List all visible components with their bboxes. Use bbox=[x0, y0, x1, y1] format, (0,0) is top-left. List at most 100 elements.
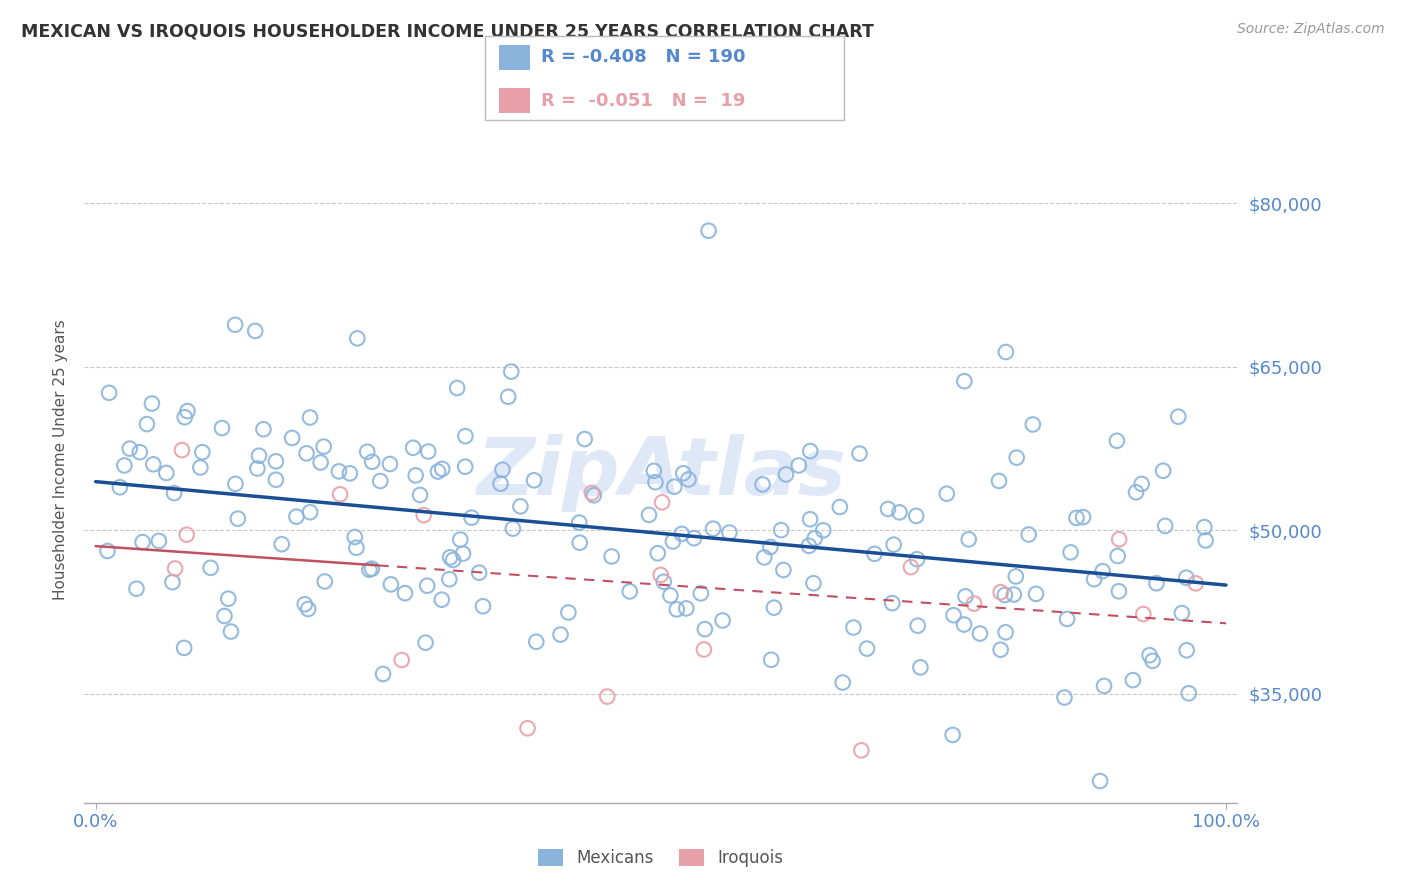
Mexicans bbox=[1146, 576, 1168, 591]
Mexicans bbox=[1171, 606, 1194, 620]
Mexicans bbox=[683, 531, 706, 545]
Mexicans bbox=[148, 533, 170, 548]
Mexicans bbox=[797, 539, 820, 553]
Mexicans bbox=[409, 488, 432, 502]
Iroquois bbox=[900, 560, 922, 574]
Mexicans bbox=[427, 465, 450, 479]
Mexicans bbox=[173, 640, 195, 655]
Mexicans bbox=[889, 505, 911, 519]
Mexicans bbox=[430, 462, 453, 476]
Mexicans bbox=[1142, 654, 1164, 668]
Mexicans bbox=[1091, 564, 1114, 578]
Mexicans bbox=[224, 476, 246, 491]
Iroquois bbox=[170, 443, 193, 458]
Mexicans bbox=[295, 446, 318, 460]
Mexicans bbox=[828, 500, 851, 514]
Mexicans bbox=[501, 365, 523, 379]
Mexicans bbox=[416, 579, 439, 593]
Mexicans bbox=[211, 421, 233, 435]
Mexicans bbox=[664, 480, 686, 494]
Mexicans bbox=[299, 505, 322, 519]
Mexicans bbox=[524, 634, 547, 648]
Mexicans bbox=[882, 596, 904, 610]
Iroquois bbox=[176, 527, 198, 541]
Iroquois bbox=[165, 561, 187, 575]
Mexicans bbox=[472, 599, 495, 614]
Mexicans bbox=[125, 582, 148, 596]
Mexicans bbox=[502, 522, 524, 536]
Mexicans bbox=[489, 476, 512, 491]
Iroquois bbox=[693, 642, 716, 657]
Mexicans bbox=[523, 473, 546, 487]
Mexicans bbox=[910, 660, 932, 674]
Mexicans bbox=[1139, 648, 1161, 663]
Mexicans bbox=[644, 475, 666, 490]
Mexicans bbox=[191, 445, 214, 459]
Mexicans bbox=[509, 500, 531, 514]
Iroquois bbox=[650, 568, 672, 582]
Mexicans bbox=[1005, 450, 1028, 465]
Mexicans bbox=[619, 584, 641, 599]
Mexicans bbox=[1056, 612, 1078, 626]
Mexicans bbox=[252, 422, 274, 436]
Mexicans bbox=[96, 544, 118, 558]
Mexicans bbox=[264, 473, 287, 487]
Mexicans bbox=[883, 538, 905, 552]
Mexicans bbox=[162, 575, 184, 590]
Mexicans bbox=[200, 561, 222, 575]
Mexicans bbox=[176, 404, 198, 418]
Text: R = -0.408   N = 190: R = -0.408 N = 190 bbox=[541, 48, 745, 66]
Mexicans bbox=[1175, 571, 1198, 585]
Mexicans bbox=[449, 533, 471, 547]
Y-axis label: Householder Income Under 25 years: Householder Income Under 25 years bbox=[52, 319, 67, 599]
Mexicans bbox=[371, 667, 394, 681]
Mexicans bbox=[813, 524, 835, 538]
Mexicans bbox=[1125, 485, 1147, 500]
Iroquois bbox=[329, 487, 352, 501]
Mexicans bbox=[346, 331, 368, 345]
Mexicans bbox=[877, 502, 900, 516]
Mexicans bbox=[226, 511, 249, 525]
Mexicans bbox=[671, 527, 693, 541]
Mexicans bbox=[356, 444, 378, 458]
Mexicans bbox=[1018, 527, 1040, 541]
Mexicans bbox=[297, 602, 319, 616]
Mexicans bbox=[491, 463, 513, 477]
Mexicans bbox=[1053, 690, 1076, 705]
Mexicans bbox=[173, 410, 195, 425]
Iroquois bbox=[581, 486, 603, 500]
Iroquois bbox=[516, 721, 538, 735]
Mexicans bbox=[468, 566, 491, 580]
Mexicans bbox=[1092, 679, 1115, 693]
Mexicans bbox=[762, 600, 785, 615]
Mexicans bbox=[441, 553, 464, 567]
Mexicans bbox=[439, 572, 461, 586]
Mexicans bbox=[600, 549, 623, 564]
Mexicans bbox=[309, 455, 332, 469]
Mexicans bbox=[761, 653, 783, 667]
Mexicans bbox=[799, 444, 821, 458]
Mexicans bbox=[496, 390, 519, 404]
Mexicans bbox=[343, 530, 366, 544]
Mexicans bbox=[339, 467, 361, 481]
Mexicans bbox=[942, 728, 965, 742]
Mexicans bbox=[942, 608, 965, 623]
Mexicans bbox=[1107, 549, 1129, 563]
Mexicans bbox=[312, 440, 335, 454]
Mexicans bbox=[128, 445, 150, 459]
Mexicans bbox=[557, 606, 579, 620]
Mexicans bbox=[188, 460, 211, 475]
Mexicans bbox=[935, 486, 957, 500]
Mexicans bbox=[415, 636, 437, 650]
Mexicans bbox=[328, 464, 350, 478]
Mexicans bbox=[787, 458, 810, 473]
Mexicans bbox=[955, 590, 977, 604]
Mexicans bbox=[430, 592, 453, 607]
Mexicans bbox=[294, 597, 316, 611]
Mexicans bbox=[1004, 569, 1026, 583]
Mexicans bbox=[638, 508, 661, 522]
Text: Source: ZipAtlas.com: Source: ZipAtlas.com bbox=[1237, 22, 1385, 37]
Mexicans bbox=[659, 589, 682, 603]
Mexicans bbox=[378, 457, 401, 471]
Mexicans bbox=[550, 627, 572, 641]
